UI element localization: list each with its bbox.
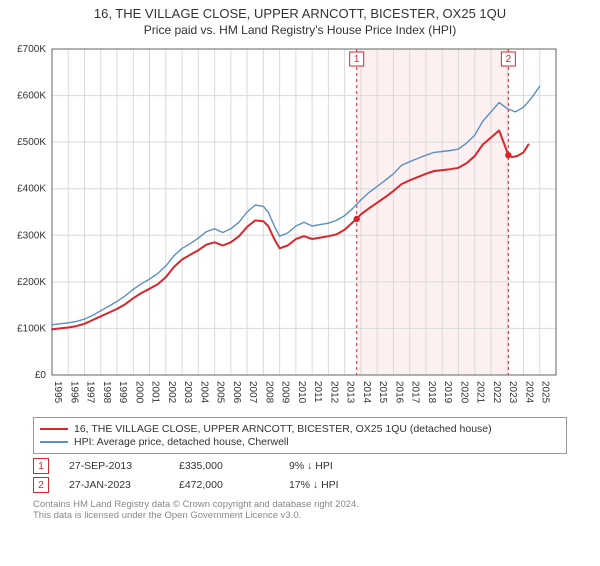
annotation-table: 1 27-SEP-2013 £335,000 9% ↓ HPI 2 27-JAN-2023… [33,458,567,493]
annotation-date: 27-JAN-2023 [69,479,159,491]
x-tick-label: 2018 [426,381,437,404]
marker-num: 1 [354,54,360,65]
x-tick-label: 2015 [377,381,388,404]
annotation-num: 2 [33,477,49,493]
y-tick-label: £400K [17,184,46,195]
x-tick-label: 2009 [280,381,291,404]
annotation-row: 1 27-SEP-2013 £335,000 9% ↓ HPI [33,458,567,474]
x-tick-label: 2019 [442,381,453,404]
x-tick-label: 2012 [328,381,339,404]
legend-item: 16, THE VILLAGE CLOSE, UPPER ARNCOTT, BI… [40,423,560,435]
annotation-pct: 17% ↓ HPI [289,479,339,491]
y-tick-label: £700K [17,44,46,55]
x-tick-label: 2021 [475,381,486,404]
x-tick-label: 2020 [458,381,469,404]
x-tick-label: 2002 [166,381,177,404]
shade-band [357,49,509,375]
x-tick-label: 2025 [540,381,551,404]
y-tick-label: £500K [17,137,46,148]
y-tick-label: £0 [35,370,47,381]
chart-subtitle: Price paid vs. HM Land Registry's House … [0,23,600,37]
x-tick-label: 2024 [523,381,534,404]
x-tick-label: 2006 [231,381,242,404]
legend-swatch [40,428,68,430]
x-tick-label: 1995 [52,381,63,404]
x-tick-label: 2000 [133,381,144,404]
x-tick-label: 2013 [345,381,356,404]
x-tick-label: 1999 [117,381,128,404]
chart-title: 16, THE VILLAGE CLOSE, UPPER ARNCOTT, BI… [0,6,600,21]
x-tick-label: 2005 [215,381,226,404]
annotation-date: 27-SEP-2013 [69,460,159,472]
chart-svg: £0 £100K £200K £300K £400K £500K £600K £700K 199… [0,41,570,411]
x-tick-label: 2003 [182,381,193,404]
x-tick-label: 2007 [247,381,258,404]
annotation-row: 2 27-JAN-2023 £472,000 17% ↓ HPI [33,477,567,493]
footer-line: Contains HM Land Registry data © Crown c… [33,499,567,510]
annotation-pct: 9% ↓ HPI [289,460,333,472]
legend-label: HPI: Average price, detached house, Cher… [74,436,289,448]
x-tick-label: 2008 [263,381,274,404]
legend: 16, THE VILLAGE CLOSE, UPPER ARNCOTT, BI… [33,417,567,454]
legend-swatch [40,441,68,443]
y-tick-label: £300K [17,230,46,241]
marker-num: 2 [506,54,512,65]
plot-area: £0 £100K £200K £300K £400K £500K £600K £700K 199… [0,41,600,411]
x-tick-label: 2001 [150,381,161,404]
x-tick-label: 2023 [507,381,518,404]
y-tick-label: £600K [17,91,46,102]
x-tick-label: 2022 [491,381,502,404]
y-tick-label: £100K [17,323,46,334]
x-tick-label: 1997 [85,381,96,404]
x-tick-label: 2014 [361,381,372,404]
footer-line: This data is licensed under the Open Gov… [33,510,567,521]
x-tick-label: 2011 [312,381,323,403]
x-tick-label: 2016 [393,381,404,404]
x-tick-label: 2010 [296,381,307,404]
annotation-price: £472,000 [179,479,269,491]
legend-label: 16, THE VILLAGE CLOSE, UPPER ARNCOTT, BI… [74,423,492,435]
annotation-price: £335,000 [179,460,269,472]
y-tick-label: £200K [17,277,46,288]
x-tick-label: 2017 [410,381,421,404]
x-tick-label: 1998 [101,381,112,404]
annotation-num: 1 [33,458,49,474]
x-tick-label: 1996 [68,381,79,404]
legend-item: HPI: Average price, detached house, Cher… [40,436,560,448]
footer-attribution: Contains HM Land Registry data © Crown c… [33,499,567,521]
x-tick-label: 2004 [198,381,209,404]
